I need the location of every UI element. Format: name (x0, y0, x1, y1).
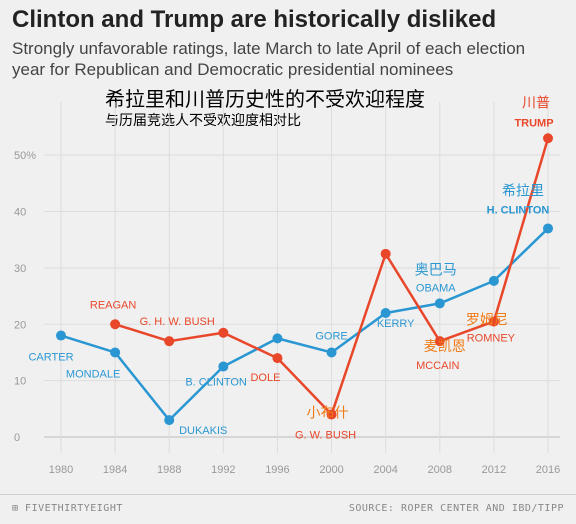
y-tick-label: 40 (14, 207, 26, 219)
candidate-label: DOLE (250, 372, 280, 384)
x-tick-label: 1996 (265, 464, 289, 476)
brand-label: ⊞ FIVETHIRTYEIGHT (12, 503, 123, 514)
republican-point (164, 336, 175, 347)
y-tick-label: 50% (14, 150, 36, 162)
x-tick-label: 2016 (536, 464, 560, 476)
democrat-point (164, 415, 175, 426)
candidate-label: H. CLINTON (487, 204, 550, 216)
x-tick-label: 1984 (103, 464, 127, 476)
candidate-label: GORE (315, 330, 347, 342)
candidate-label: REAGAN (90, 299, 137, 311)
y-tick-label: 0 (14, 432, 20, 444)
candidate-label: MCCAIN (416, 360, 459, 372)
republican-point (488, 316, 499, 327)
candidate-label: KERRY (377, 318, 415, 330)
democrat-point (218, 361, 229, 372)
democrat-point (272, 333, 283, 344)
candidate-label: G. H. W. BUSH (140, 316, 215, 328)
chinese-candidate-label: 麦凯恩 (424, 339, 466, 355)
candidate-label: B. CLINTON (185, 377, 247, 389)
democrat-point (110, 347, 121, 358)
republican-point (380, 248, 391, 259)
footer-divider (0, 494, 576, 495)
y-tick-label: 10 (14, 376, 26, 388)
republican-point (272, 353, 283, 364)
democrat-point (434, 298, 445, 309)
candidate-label: G. W. BUSH (295, 429, 356, 441)
chinese-subtitle: 与历届竞选人不受欢迎度相对比 (105, 113, 301, 129)
democrat-line (60, 227, 549, 422)
axis-layer: 0 10 20 30 40 50% 1980 1984 1988 1992 1996 2000 2004… (14, 150, 560, 476)
grid-layer (44, 102, 560, 453)
candidate-label: CARTER (28, 352, 73, 364)
candidate-label: MONDALE (66, 368, 120, 380)
chinese-candidate-label: 奥巴马 (415, 261, 457, 278)
x-tick-label: 2000 (319, 464, 343, 476)
label-layer: CARTER MONDALE DUKAKIS B. CLINTON GORE KERRY O… (28, 95, 553, 441)
candidate-label: DUKAKIS (179, 425, 227, 437)
x-tick-label: 2012 (482, 464, 506, 476)
x-tick-label: 1992 (211, 464, 235, 476)
republican-point (110, 319, 121, 330)
x-tick-label: 1988 (157, 464, 181, 476)
chart-subtitle: Strongly unfavorable ratings, late March… (12, 39, 526, 79)
x-tick-label: 2004 (373, 464, 397, 476)
fivethirtyeight-logo-icon: ⊞ (12, 503, 26, 514)
x-tick-label: 1980 (49, 464, 73, 476)
chinese-candidate-label: 川普 (522, 95, 550, 111)
chart-title: Clinton and Trump are historically disli… (12, 6, 497, 33)
democrat-point (56, 330, 66, 341)
candidate-label: TRUMP (514, 117, 553, 129)
democrat-point (543, 223, 553, 234)
democrat-point (380, 308, 391, 318)
republican-point (543, 133, 553, 144)
chinese-candidate-label: 罗姆尼 (466, 312, 508, 328)
y-tick-label: 20 (14, 319, 26, 331)
line-chart: 0 10 20 30 40 50% 1980 1984 1988 1992 1996 2000 2004… (14, 95, 560, 476)
democrat-point (488, 275, 499, 286)
republican-point (434, 336, 445, 347)
candidate-label: ROMNEY (467, 332, 516, 344)
republican-point (218, 327, 229, 338)
source-label: SOURCE: ROPER CENTER AND IBD/TIPP (348, 503, 564, 514)
chinese-title: 希拉里和川普历史性的不受欢迎程度 (105, 87, 425, 111)
brand-text: FIVETHIRTYEIGHT (25, 503, 123, 514)
series-layer (56, 133, 553, 426)
candidate-label: OBAMA (416, 282, 456, 294)
chinese-candidate-label: 希拉里 (502, 183, 544, 199)
democrat-point (326, 347, 337, 358)
chinese-candidate-label: 小布什 (307, 405, 349, 421)
republican-point (326, 409, 337, 420)
y-tick-label: 30 (14, 263, 26, 275)
x-tick-label: 2008 (428, 464, 452, 476)
